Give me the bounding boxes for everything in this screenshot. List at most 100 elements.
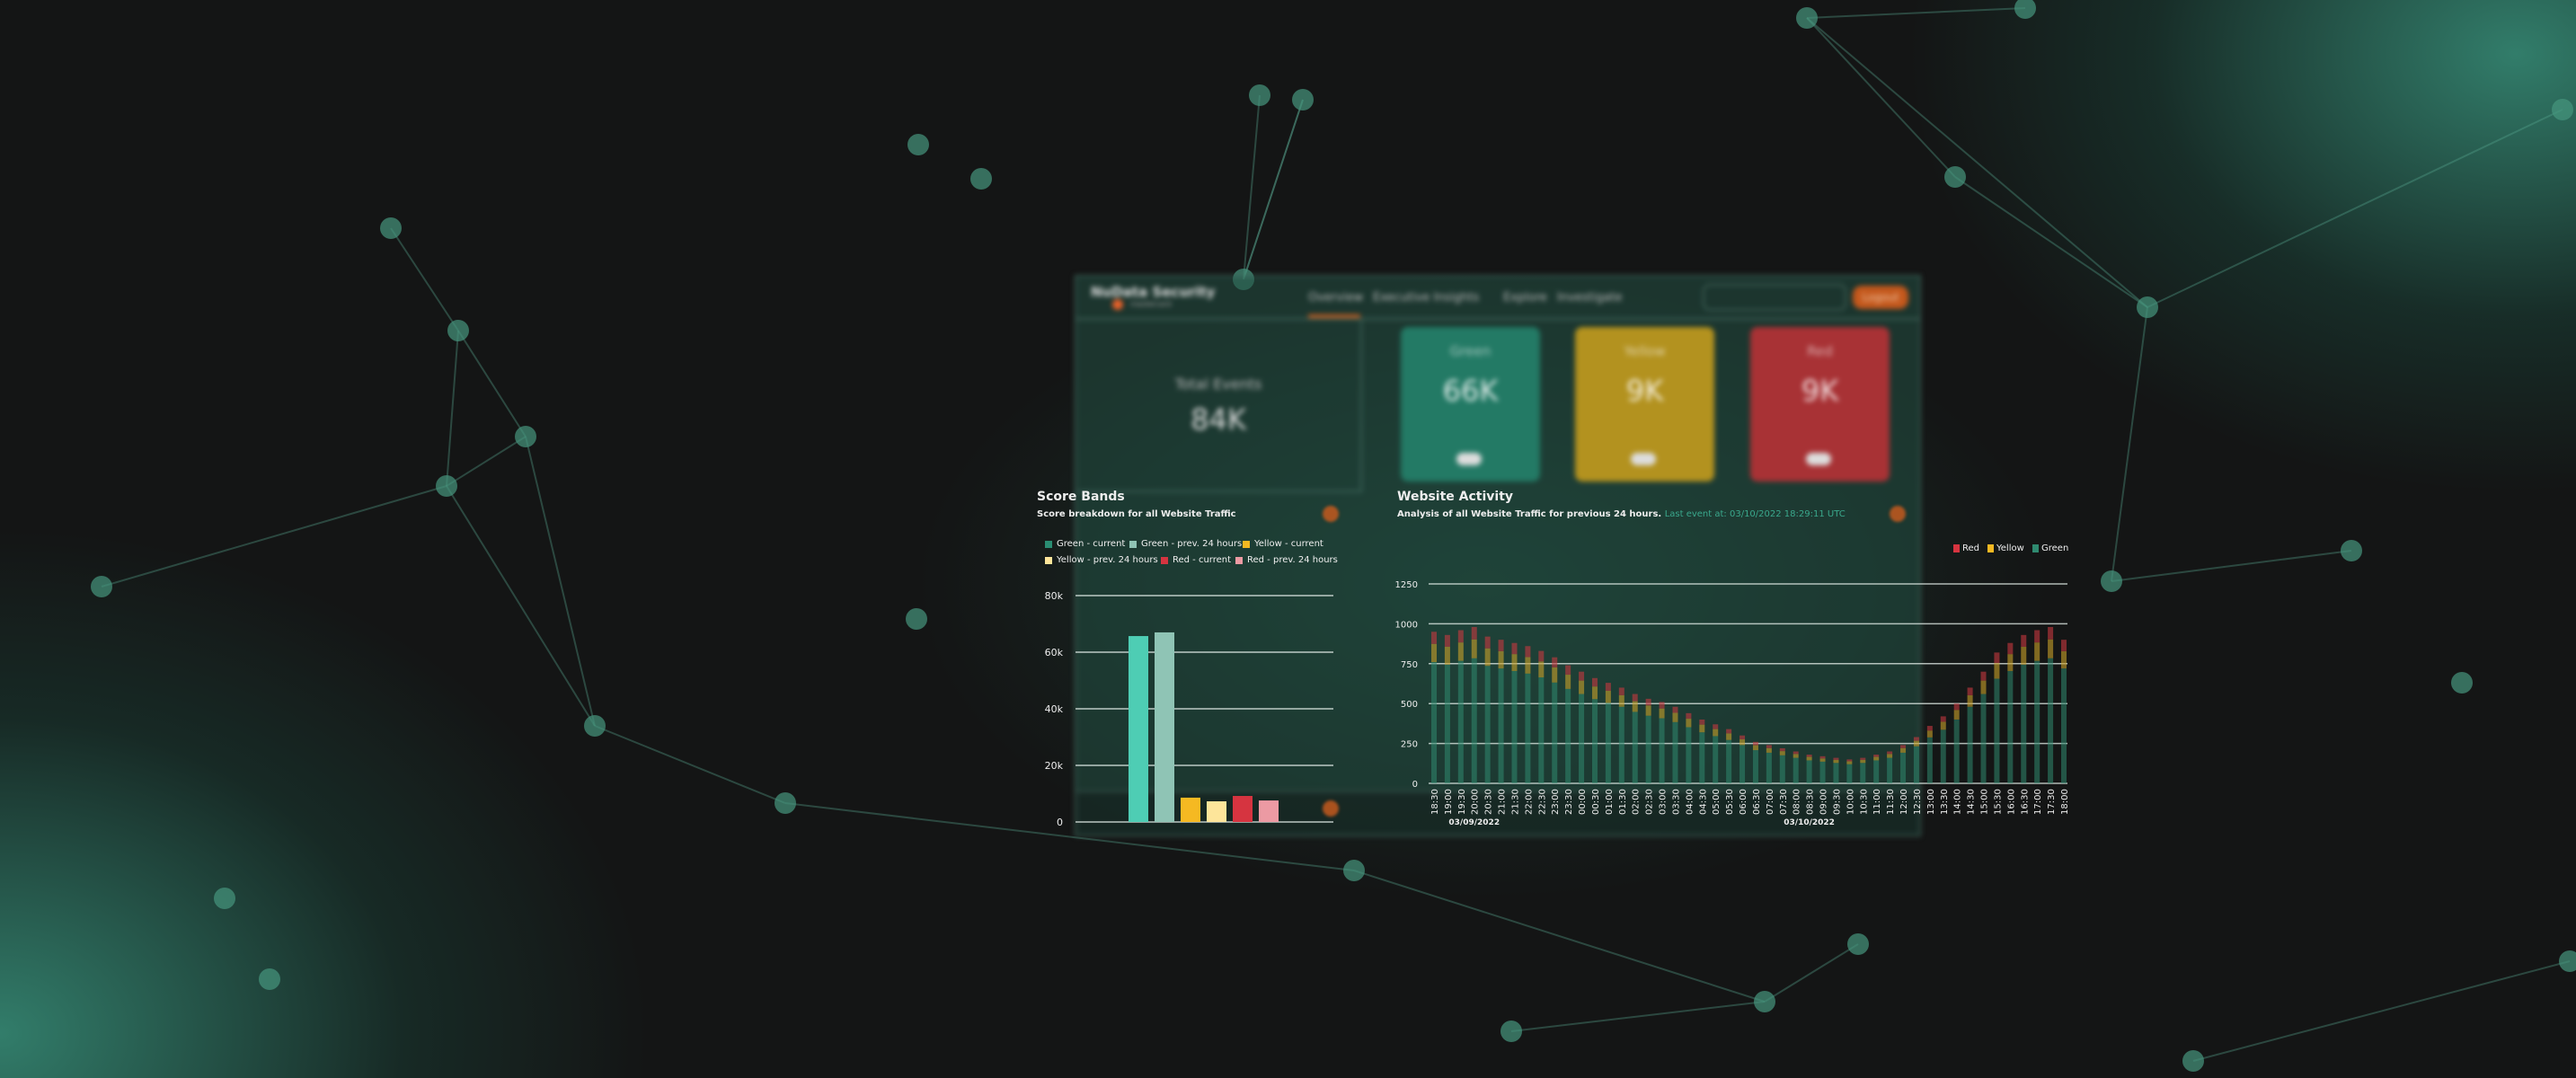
bar-yellow	[1846, 761, 1853, 764]
red-card-value: 9K	[1801, 374, 1839, 408]
bar-green	[2034, 660, 2040, 783]
bar-green	[1953, 719, 1960, 783]
legend-red-current[interactable]: Red - current	[1161, 555, 1231, 565]
x-tick-label: 00:30	[1591, 789, 1601, 815]
bar-red	[1980, 671, 1987, 681]
network-line	[1510, 1001, 1766, 1032]
y-tick-label: 0	[1412, 780, 1418, 790]
logout-button[interactable]: Logout	[1853, 286, 1908, 309]
bar-yellow	[1766, 747, 1772, 753]
network-node	[1944, 166, 1966, 188]
bar-red	[1525, 646, 1531, 658]
nav-overview[interactable]: Overview	[1308, 291, 1364, 305]
y-tick-label: 500	[1401, 700, 1418, 710]
bar-yellow	[1579, 680, 1585, 694]
total-events-label: Total Events	[1174, 376, 1262, 393]
bar-yellow	[1860, 759, 1866, 764]
bar-green	[1713, 736, 1719, 783]
active-tab-indicator	[1308, 314, 1360, 318]
legend-yellow[interactable]: Yellow	[1987, 543, 2024, 553]
bar-red	[1739, 735, 1746, 739]
bottom-panel-info-icon[interactable]	[1323, 800, 1339, 817]
bar-green	[1699, 732, 1705, 783]
red-card-label: Red	[1807, 343, 1833, 359]
network-node	[91, 576, 112, 597]
nav-executive-insights[interactable]: Executive Insights	[1373, 291, 1480, 305]
legend-red[interactable]: Red	[1953, 543, 1979, 553]
x-tick-label: 05:30	[1725, 789, 1735, 815]
score-bands-title: Score Bands	[1037, 490, 1125, 504]
legend-green[interactable]: Green	[2032, 543, 2068, 553]
x-tick-label: 07:00	[1766, 789, 1775, 815]
y-tick-label: 750	[1401, 660, 1418, 670]
nav-explore[interactable]: Explore	[1503, 291, 1547, 305]
red-toggle[interactable]	[1806, 453, 1831, 465]
network-line	[457, 330, 527, 437]
bar-yellow	[1752, 745, 1758, 751]
legend-swatch	[1235, 556, 1243, 564]
bar-red	[1860, 757, 1866, 760]
bar-red	[1686, 712, 1692, 720]
bar-green	[1752, 750, 1758, 783]
bar-green	[1846, 764, 1853, 783]
bar-green	[1618, 706, 1624, 783]
legend-yellow-prev[interactable]: Yellow - prev. 24 hours	[1045, 555, 1158, 565]
legend-green-prev[interactable]: Green - prev. 24 hours	[1129, 539, 1242, 549]
green-toggle[interactable]	[1456, 453, 1482, 465]
bar-green	[2048, 658, 2054, 783]
bar-red	[1457, 630, 1464, 643]
bar-green	[1579, 694, 1585, 783]
legend-green-current[interactable]: Green - current	[1045, 539, 1125, 549]
legend-swatch	[1953, 544, 1960, 552]
bar-red	[2048, 626, 2054, 640]
search-select[interactable]	[1703, 284, 1846, 311]
bar-yellow	[2061, 650, 2067, 669]
brand-subtitle: mastercard	[1130, 300, 1172, 308]
x-tick-label: 06:30	[1752, 789, 1762, 815]
network-line	[1806, 7, 2026, 19]
network-line	[784, 802, 1355, 871]
network-node	[2137, 296, 2158, 318]
network-node	[2341, 540, 2362, 561]
legend-red-prev[interactable]: Red - prev. 24 hours	[1235, 555, 1338, 565]
legend-swatch	[1129, 540, 1137, 548]
bar-red	[1471, 626, 1477, 640]
bar-red	[1552, 657, 1558, 667]
yellow-toggle[interactable]	[1631, 453, 1656, 465]
legend-swatch	[1045, 540, 1052, 548]
x-tick-label: 05:00	[1712, 789, 1722, 815]
bar-red	[2007, 642, 2014, 655]
x-tick-label: 18:00	[2060, 789, 2070, 815]
bar-red	[1713, 724, 1719, 729]
nav-investigate[interactable]: Investigate	[1557, 291, 1623, 305]
x-tick-label: 20:30	[1484, 789, 1494, 815]
bar-yellow	[1953, 710, 1960, 720]
bar-red	[1926, 726, 1933, 731]
x-tick-label: 02:30	[1645, 789, 1655, 815]
y-tick-label: 250	[1401, 740, 1418, 750]
x-tick-label: 06:00	[1739, 789, 1748, 815]
bar-red	[1645, 698, 1651, 706]
bar-green	[1632, 711, 1638, 783]
bar-green	[1672, 721, 1678, 783]
bar-red	[1806, 755, 1812, 757]
website-activity-info-icon[interactable]	[1890, 506, 1906, 522]
bar-green	[1686, 727, 1692, 783]
green-card-value: 66K	[1442, 374, 1499, 408]
x-tick-label: 12:30	[1913, 789, 1923, 815]
bar-red	[2061, 640, 2067, 651]
bar-yellow	[1726, 733, 1732, 740]
network-node	[2182, 1050, 2204, 1072]
bar-green	[1552, 682, 1558, 783]
network-line	[446, 330, 459, 487]
network-node	[907, 134, 929, 155]
bar-green	[2021, 664, 2027, 783]
bar-green	[1565, 688, 1571, 783]
network-node	[2451, 672, 2473, 694]
network-node	[775, 792, 796, 814]
score-bands-info-icon[interactable]	[1323, 506, 1339, 522]
bar-yellow-prev-24-hours	[1207, 801, 1226, 822]
network-node	[2014, 0, 2036, 19]
legend-yellow-current[interactable]: Yellow - current	[1243, 539, 1323, 549]
